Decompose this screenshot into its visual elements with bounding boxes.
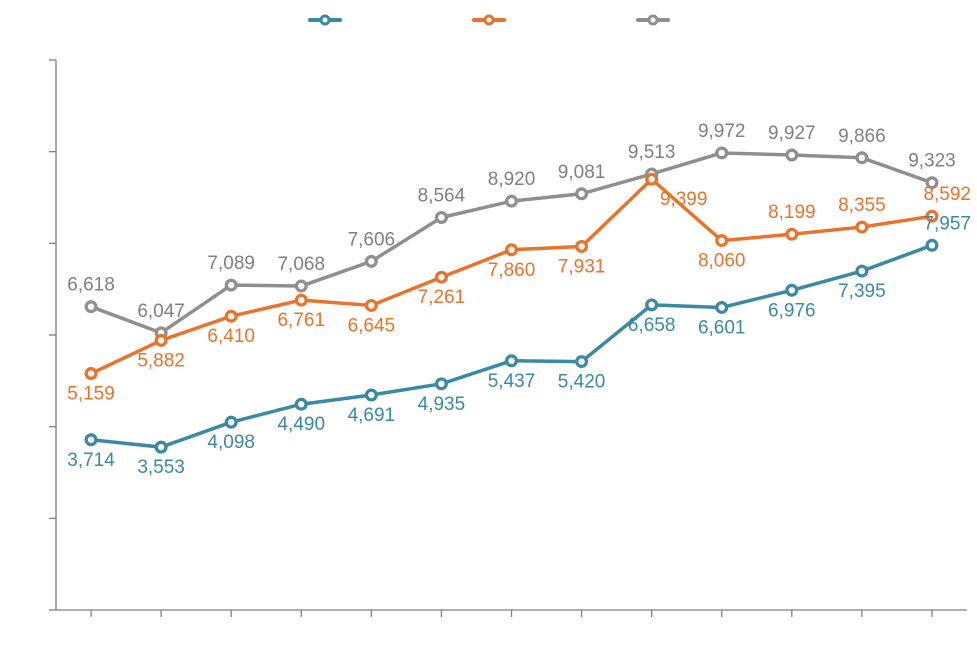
data-label-grey: 8,920: [488, 169, 536, 190]
data-label-teal: 3,553: [137, 457, 185, 478]
data-label-teal: 7,957: [923, 213, 971, 234]
data-label-orange: 6,645: [348, 315, 396, 336]
data-label-teal: 6,976: [768, 300, 816, 321]
data-label-orange: 8,355: [838, 195, 886, 216]
data-label-grey: 9,866: [838, 126, 886, 147]
data-label-teal: 4,935: [418, 394, 466, 415]
data-label-orange: 8,592: [923, 184, 971, 205]
legend-item-teal: [308, 18, 342, 22]
legend-swatch-teal: [308, 18, 342, 22]
data-label-teal: 4,098: [207, 432, 255, 453]
data-label-grey: 8,564: [418, 185, 466, 206]
data-label-grey: 6,047: [137, 301, 185, 322]
data-label-grey: 7,068: [277, 254, 325, 275]
data-label-grey: 6,618: [67, 275, 115, 296]
legend-item-orange: [472, 18, 506, 22]
data-label-orange: 7,860: [488, 260, 536, 281]
legend-swatch-orange: [472, 18, 506, 22]
chart-container: 6,618 6,047 7,089 7,068 7,606 8,564 8,920 9,081…: [0, 0, 977, 661]
data-label-orange: 9,399: [660, 189, 708, 210]
data-label-teal: 7,395: [838, 281, 886, 302]
data-label-orange: 7,261: [418, 287, 466, 308]
data-label-grey: 9,972: [698, 121, 746, 142]
data-label-teal: 5,437: [488, 371, 536, 392]
legend-item-grey: [636, 18, 670, 22]
data-label-grey: 7,606: [348, 229, 396, 250]
line-chart: 6,618 6,047 7,089 7,068 7,606 8,564 8,920 9,081…: [0, 0, 977, 661]
data-label-teal: 4,691: [348, 405, 396, 426]
data-label-grey: 9,081: [558, 162, 606, 183]
legend: [0, 18, 977, 22]
data-label-orange: 5,882: [137, 350, 185, 371]
data-label-orange: 6,761: [277, 310, 325, 331]
data-label-teal: 3,714: [67, 450, 115, 471]
data-label-grey: 9,513: [628, 142, 676, 163]
data-label-grey: 9,927: [768, 123, 816, 144]
data-label-orange: 8,060: [698, 251, 746, 272]
data-label-teal: 6,658: [628, 315, 676, 336]
data-label-grey: 9,323: [908, 151, 956, 172]
data-label-teal: 6,601: [698, 317, 746, 338]
data-label-grey: 7,089: [207, 253, 255, 274]
data-label-teal: 5,420: [558, 372, 606, 393]
data-label-orange: 7,931: [558, 256, 606, 277]
legend-swatch-grey: [636, 18, 670, 22]
data-label-orange: 5,159: [67, 384, 115, 405]
data-label-orange: 8,199: [768, 202, 816, 223]
data-label-teal: 4,490: [277, 414, 325, 435]
data-label-orange: 6,410: [207, 326, 255, 347]
